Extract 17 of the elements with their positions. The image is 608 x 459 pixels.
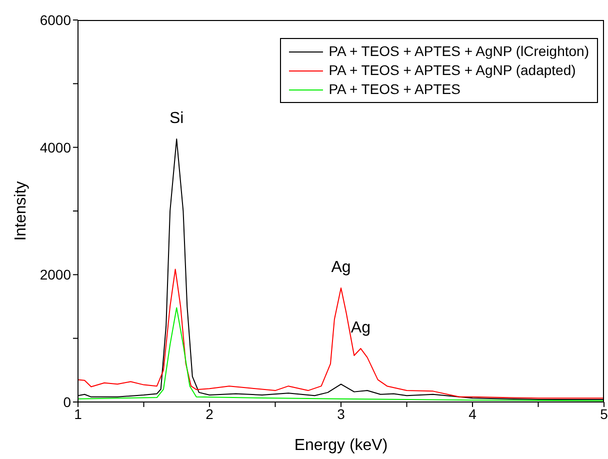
- legend-label: PA + TEOS + APTES: [328, 80, 460, 99]
- legend-label: PA + TEOS + APTES + AgNP (adapted): [328, 61, 576, 80]
- y-tick-label: 2000: [40, 266, 72, 283]
- x-tick-label: 1: [74, 406, 82, 422]
- annotation: Ag: [350, 320, 371, 337]
- y-tick-label: 6000: [40, 12, 72, 28]
- x-tick-label: 3: [337, 406, 346, 422]
- y-tick-label: 0: [63, 394, 72, 410]
- x-tick-label: 5: [600, 406, 608, 422]
- annotation: Ag: [331, 259, 351, 276]
- x-tick-label: 4: [468, 406, 477, 422]
- x-axis-title: Energy (keV): [294, 437, 388, 454]
- y-tick-label: 4000: [40, 139, 72, 156]
- x-tick-label: 2: [206, 406, 214, 422]
- annotation: Si: [170, 110, 184, 128]
- y-axis-title: Intensity: [12, 181, 30, 241]
- legend-label: PA + TEOS + APTES + AgNP (lCreighton): [328, 42, 589, 61]
